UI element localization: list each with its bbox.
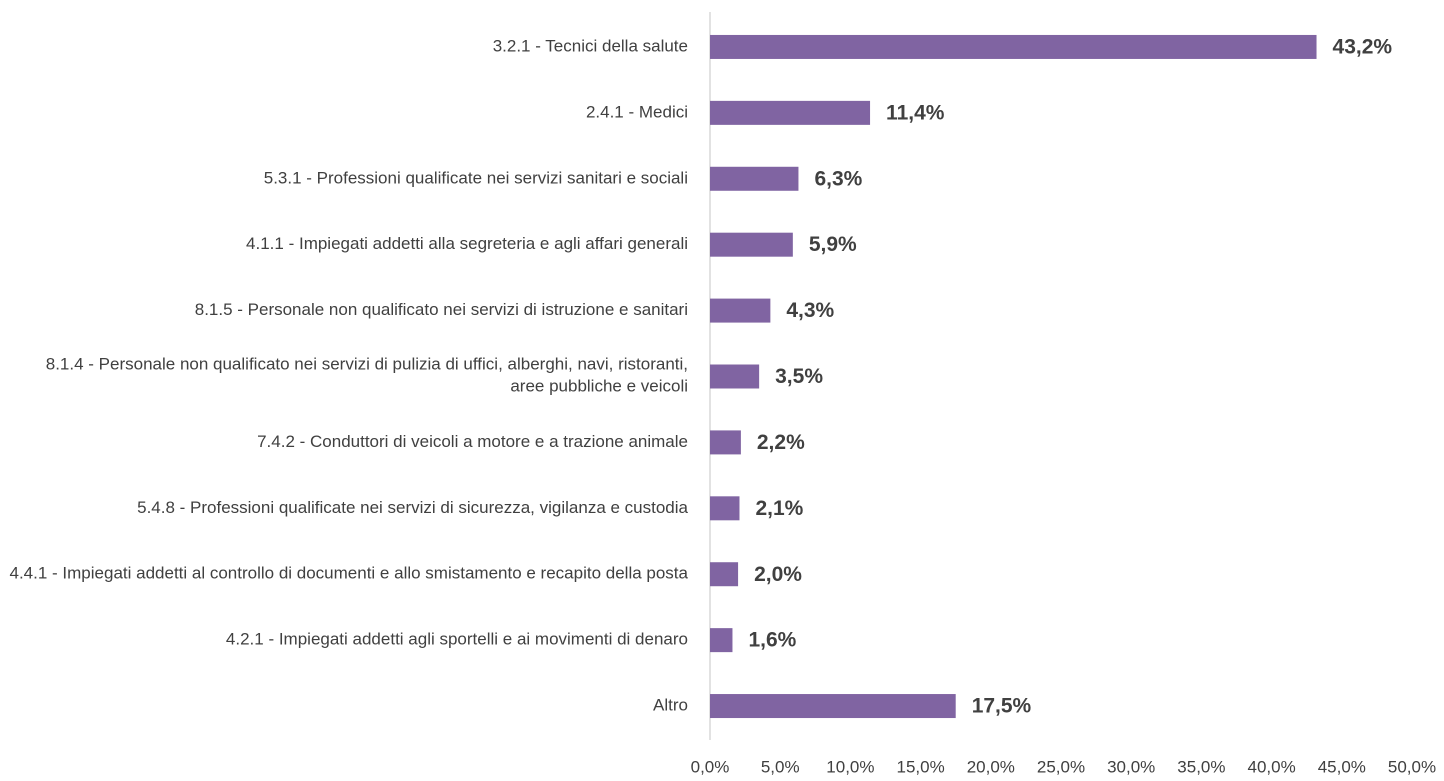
bar bbox=[710, 562, 739, 587]
y-tick-label: 4.2.1 - Impiegati addetti agli sportelli… bbox=[226, 630, 688, 649]
value-label: 11,4% bbox=[886, 101, 945, 124]
y-tick-label: Altro bbox=[653, 696, 688, 715]
y-tick-label: 4.4.1 - Impiegati addetti al controllo d… bbox=[10, 564, 689, 583]
bar bbox=[710, 298, 771, 323]
bar bbox=[710, 364, 760, 389]
y-tick-label: 4.1.1 - Impiegati addetti alla segreteri… bbox=[246, 234, 688, 253]
value-label: 2,0% bbox=[754, 563, 802, 586]
value-label: 5,9% bbox=[809, 233, 857, 256]
x-tick-label: 40,0% bbox=[1247, 757, 1295, 776]
value-label: 1,6% bbox=[748, 629, 796, 652]
value-label: 43,2% bbox=[1333, 36, 1393, 59]
x-tick-label: 25,0% bbox=[1037, 757, 1085, 776]
bar bbox=[710, 100, 871, 125]
y-tick-label: 8.1.4 - Personale non qualificato nei se… bbox=[46, 355, 688, 396]
bar bbox=[710, 166, 799, 191]
value-label: 2,1% bbox=[755, 497, 803, 520]
x-tick-label: 50,0% bbox=[1388, 757, 1436, 776]
y-tick-label: 5.4.8 - Professioni qualificate nei serv… bbox=[137, 498, 688, 517]
x-tick-label: 30,0% bbox=[1107, 757, 1155, 776]
x-tick-label: 0,0% bbox=[691, 757, 730, 776]
bar bbox=[710, 694, 956, 719]
x-tick-label: 15,0% bbox=[896, 757, 944, 776]
value-label: 4,3% bbox=[786, 299, 834, 322]
value-label: 6,3% bbox=[814, 167, 862, 190]
bar bbox=[710, 628, 733, 653]
bar bbox=[710, 430, 741, 455]
value-label: 17,5% bbox=[972, 695, 1032, 718]
x-tick-label: 10,0% bbox=[826, 757, 874, 776]
y-tick-label: 3.2.1 - Tecnici della salute bbox=[493, 36, 688, 55]
bar bbox=[710, 232, 793, 257]
x-tick-label: 20,0% bbox=[967, 757, 1015, 776]
y-tick-label: 2.4.1 - Medici bbox=[586, 102, 688, 121]
value-label: 3,5% bbox=[775, 365, 823, 388]
bar bbox=[710, 34, 1317, 59]
x-tick-label: 35,0% bbox=[1177, 757, 1225, 776]
y-tick-label: 7.4.2 - Conduttori di veicoli a motore e… bbox=[257, 432, 688, 451]
x-tick-label: 45,0% bbox=[1318, 757, 1366, 776]
value-label: 2,2% bbox=[757, 431, 805, 454]
x-tick-label: 5,0% bbox=[761, 757, 800, 776]
bar bbox=[710, 496, 740, 521]
y-tick-label: 8.1.5 - Personale non qualificato nei se… bbox=[195, 300, 688, 319]
y-tick-label: 5.3.1 - Professioni qualificate nei serv… bbox=[264, 168, 688, 187]
